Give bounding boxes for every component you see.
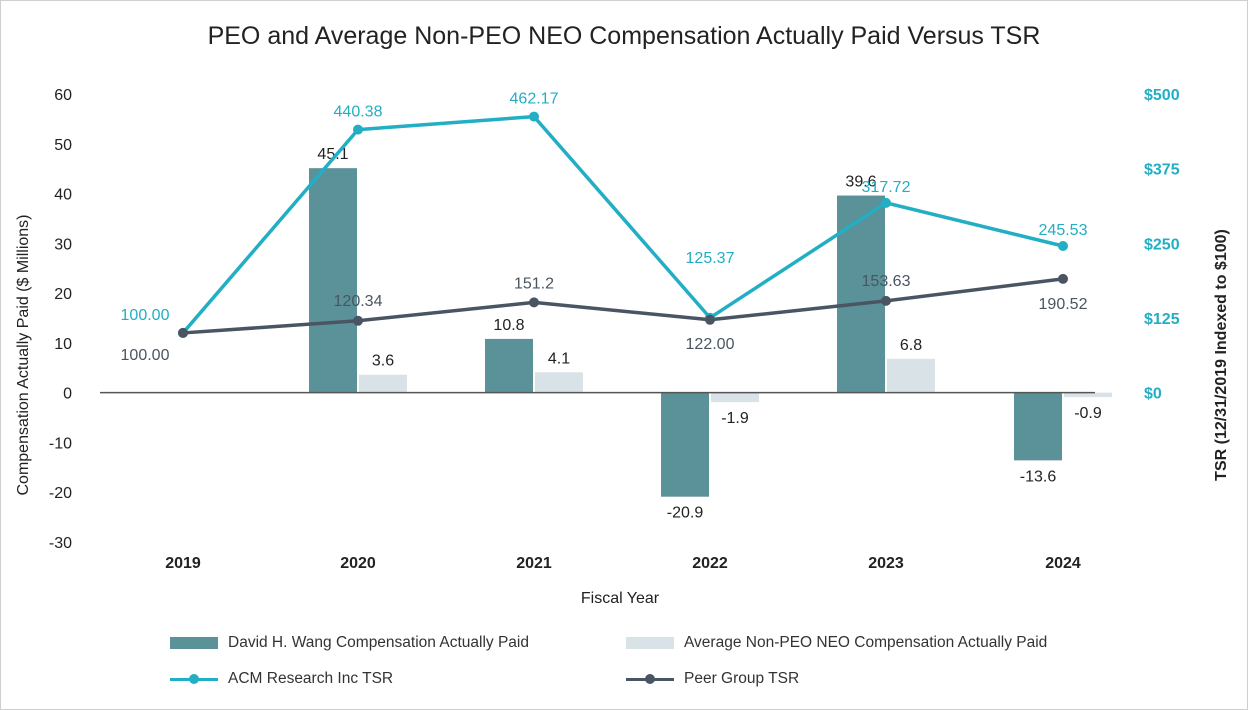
point-peer-tsr: [705, 314, 715, 325]
x-tick-label: 2023: [868, 555, 904, 572]
point-peer-tsr: [881, 295, 891, 306]
y2-tick-label: $250: [1144, 236, 1180, 253]
point-label-acm-tsr: 317.72: [862, 179, 911, 196]
y-tick-label: 30: [54, 236, 72, 253]
legend-item-neo-cap[interactable]: Average Non-PEO NEO Compensation Actuall…: [626, 634, 1047, 652]
y-tick-label: -20: [49, 485, 72, 502]
bar-label-peo: 39.6: [845, 174, 876, 191]
legend-item-peer-tsr[interactable]: Peer Group TSR: [626, 670, 799, 688]
bar-label-peo: -20.9: [667, 505, 704, 522]
bar-neo: [359, 374, 407, 393]
y2-axis-title: TSR (12/31/2019 Indexed to $100): [1213, 229, 1230, 481]
x-tick-label: 2019: [165, 555, 201, 572]
point-label-peer-tsr: 122.00: [686, 336, 735, 353]
point-acm-tsr: [1058, 241, 1068, 252]
y-tick-label: 40: [54, 187, 72, 204]
y-tick-label: -30: [49, 535, 72, 552]
legend-swatch-acm-tsr: [170, 673, 218, 685]
series-line-acm-tsr: [181, 114, 1064, 335]
bar-peo: [837, 195, 885, 393]
legend-label-peer-tsr: Peer Group TSR: [684, 670, 800, 687]
bar-label-neo: -0.9: [1074, 405, 1102, 422]
chart-title: PEO and Average Non-PEO NEO Compensation…: [208, 22, 1041, 50]
point-label-acm-tsr: 100.00: [121, 307, 170, 324]
bar-label-neo: -1.9: [721, 410, 749, 427]
y-tick-label: 60: [54, 87, 72, 104]
y2-tick-label: $375: [1144, 162, 1180, 179]
legend-label-peo-cap: David H. Wang Compensation Actually Paid: [228, 634, 529, 651]
y-tick-label: 0: [63, 386, 72, 403]
bar-label-peo: -13.6: [1020, 468, 1057, 485]
point-label-peer-tsr: 190.52: [1039, 296, 1088, 313]
bar-peo: [485, 338, 533, 393]
bar-peo: [309, 168, 357, 393]
x-tick-label: 2022: [692, 555, 728, 572]
point-peer-tsr: [529, 297, 539, 308]
y-tick-label: -10: [49, 435, 72, 452]
point-label-acm-tsr: 245.53: [1039, 222, 1088, 239]
legend-item-acm-tsr[interactable]: ACM Research Inc TSR: [170, 670, 393, 688]
y2-tick-label: $125: [1144, 311, 1180, 328]
point-peer-tsr: [1058, 273, 1068, 284]
y2-tick-label: $0: [1144, 386, 1162, 403]
point-label-peer-tsr: 100.00: [121, 347, 170, 364]
bar-label-peo: 10.8: [493, 317, 524, 334]
x-tick-label: 2024: [1045, 555, 1081, 572]
legend-swatch-neo-cap: [626, 637, 674, 649]
x-axis-title: Fiscal Year: [581, 590, 660, 607]
point-peer-tsr: [178, 327, 188, 338]
y-tick-label: 10: [54, 336, 72, 353]
point-label-peer-tsr: 151.2: [514, 275, 554, 292]
bar-peo: [1014, 392, 1062, 461]
y2-tick-label: $500: [1144, 87, 1180, 104]
point-label-acm-tsr: 440.38: [334, 104, 383, 121]
bar-peo: [661, 392, 709, 497]
x-tick-label: 2021: [516, 555, 552, 572]
point-label-peer-tsr: 120.34: [334, 293, 383, 310]
point-label-peer-tsr: 153.63: [862, 273, 911, 290]
point-label-acm-tsr: 125.37: [686, 250, 735, 267]
bar-neo: [711, 392, 759, 403]
bar-neo: [535, 372, 583, 393]
x-tick-label: 2020: [340, 555, 376, 572]
bar-label-neo: 4.1: [548, 350, 570, 367]
point-acm-tsr: [353, 124, 363, 135]
point-acm-tsr: [529, 111, 539, 122]
point-label-acm-tsr: 462.17: [510, 91, 559, 108]
bar-neo: [1064, 392, 1112, 398]
legend-label-acm-tsr: ACM Research Inc TSR: [228, 670, 394, 687]
y-tick-label: 50: [54, 137, 72, 154]
bar-label-neo: 3.6: [372, 353, 394, 370]
legend-label-neo-cap: Average Non-PEO NEO Compensation Actuall…: [684, 634, 1048, 651]
y-tick-label: 20: [54, 286, 72, 303]
bar-neo: [887, 358, 935, 393]
series-line-peer-tsr: [182, 277, 1064, 335]
point-acm-tsr: [881, 197, 891, 208]
y-axis-title: Compensation Actually Paid ($ Millions): [15, 214, 32, 495]
point-peer-tsr: [353, 315, 363, 326]
legend-swatch-peer-tsr: [626, 673, 674, 685]
legend-swatch-peo-cap: [170, 637, 218, 649]
bar-label-neo: 6.8: [900, 337, 922, 354]
legend-item-peo-cap[interactable]: David H. Wang Compensation Actually Paid: [170, 634, 529, 652]
